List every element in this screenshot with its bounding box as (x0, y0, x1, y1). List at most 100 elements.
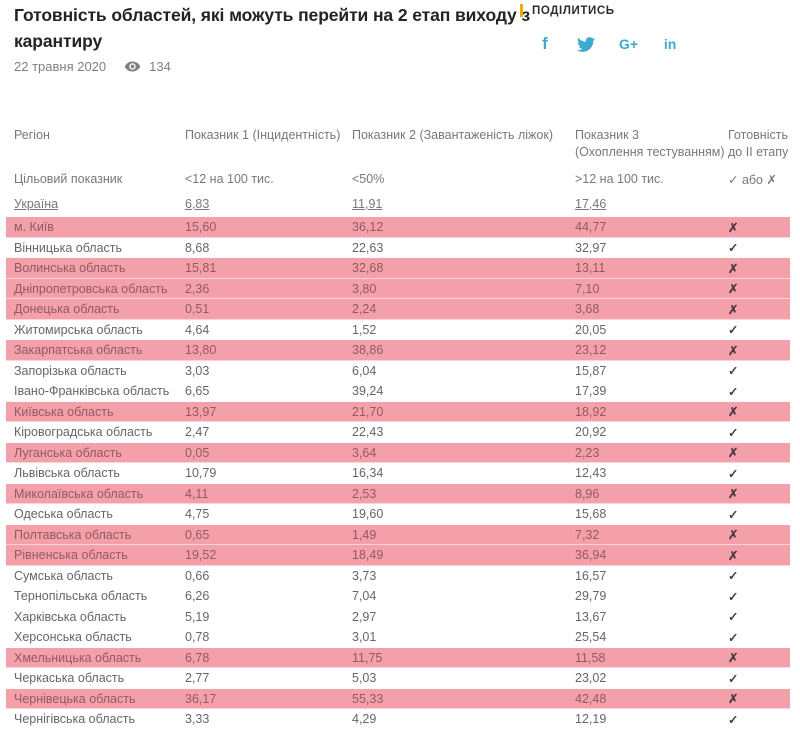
readiness-mark: ✓ (728, 630, 739, 645)
indicator2-value: 2,24 (352, 302, 377, 317)
indicator2-value: 1,52 (352, 322, 377, 337)
readiness-mark: ✓ (728, 241, 739, 256)
indicator1-value: 4,64 (185, 322, 210, 337)
col-header-indicator2: Показник 2 (Завантаженість ліжок) (352, 128, 554, 142)
indicator1-value: 6,78 (185, 650, 210, 665)
indicator2-value: 3,01 (352, 630, 377, 645)
indicator2-value: 6,04 (352, 363, 377, 378)
col-header-readiness: Готовність до II етапу (728, 128, 789, 159)
publish-date: 22 травня 2020 (14, 59, 107, 74)
ukraine-indicator3-link[interactable]: 17,46 (575, 197, 607, 211)
table-row: Житомирська область 4,64 1,52 20,05 ✓ (6, 320, 790, 341)
table-row: Донецька область 0,51 2,24 3,68 ✗ (6, 299, 790, 320)
facebook-icon[interactable]: f (542, 34, 548, 53)
col-header-region: Регіон (14, 128, 50, 142)
indicator3-value: 3,68 (575, 302, 600, 317)
google-plus-icon[interactable]: G+ (619, 36, 639, 52)
table-row: Хмельницька область 6,78 11,75 11,58 ✗ (6, 647, 790, 668)
readiness-mark: ✓ (728, 364, 739, 379)
indicator3-value: 25,54 (575, 630, 607, 645)
table-row: Львівська область 10,79 16,34 12,43 ✓ (6, 463, 790, 484)
share-accent-bar (520, 4, 523, 17)
indicator1-value: 5,19 (185, 609, 210, 624)
indicator1-value: 0,05 (185, 445, 210, 460)
region-name: Херсонська область (14, 630, 132, 645)
region-name: Вінницька область (14, 240, 123, 255)
table-row: Волинська область 15,81 32,68 13,11 ✗ (6, 258, 790, 279)
twitter-icon[interactable] (577, 34, 595, 54)
indicator3-value: 11,58 (575, 650, 606, 665)
readiness-mark: ✗ (728, 548, 739, 563)
table-row: Кіровоградська область 2,47 22,43 20,92 … (6, 422, 790, 443)
linkedin-icon[interactable]: in (663, 36, 677, 52)
ukraine-indicator1-link[interactable]: 6,83 (185, 197, 210, 211)
indicator2-value: 3,73 (352, 568, 377, 583)
table-row: Одеська область 4,75 19,60 15,68 ✓ (6, 504, 790, 525)
region-name: Черкаська область (14, 671, 125, 686)
share-label: ПОДІЛИТИСЬ (532, 4, 615, 17)
indicator1-value: 19,52 (185, 548, 217, 563)
indicator2-value: 1,49 (352, 527, 377, 542)
indicator1-value: 36,17 (185, 691, 217, 706)
indicator3-value: 2,23 (575, 445, 600, 460)
readiness-mark: ✓ (728, 610, 739, 625)
ukraine-indicator2-link[interactable]: 11,91 (352, 197, 383, 211)
readiness-mark: ✗ (728, 692, 739, 707)
indicator2-value: 21,70 (352, 404, 384, 419)
table-row: Закарпатська область 13,80 38,86 23,12 ✗ (6, 340, 790, 361)
indicator2-value: 39,24 (352, 384, 384, 399)
region-name: Чернівецька область (14, 691, 136, 706)
views-count: 134 (149, 59, 171, 74)
indicator2-value: 36,12 (352, 220, 384, 235)
region-name: Миколаївська область (14, 486, 144, 501)
table-row: Київська область 13,97 21,70 18,92 ✗ (6, 401, 790, 422)
indicator1-value: 3,33 (185, 712, 210, 727)
readiness-mark: ✓ (728, 569, 739, 584)
indicator2-value: 2,53 (352, 486, 377, 501)
indicator2-value: 7,04 (352, 589, 377, 604)
indicator3-value: 7,10 (575, 281, 600, 296)
region-name: Дніпропетровська область (14, 281, 168, 296)
indicator1-value: 15,60 (185, 220, 217, 235)
target-indicator3: >12 на 100 тис. (575, 172, 664, 186)
table-row: Івано-Франківська область 6,65 39,24 17,… (6, 381, 790, 402)
table-row: Полтавська область 0,65 1,49 7,32 ✗ (6, 524, 790, 545)
indicator3-value: 12,19 (575, 712, 607, 727)
indicator1-value: 15,81 (185, 261, 217, 276)
indicator3-value: 15,68 (575, 507, 607, 522)
indicator1-value: 13,97 (185, 404, 217, 419)
region-name: Полтавська область (14, 527, 132, 542)
region-name: Харківська область (14, 609, 127, 624)
readiness-mark: ✗ (728, 405, 739, 420)
ukraine-label-link[interactable]: Україна (14, 197, 59, 211)
indicator1-value: 4,11 (185, 486, 209, 501)
target-readiness-legend: ✓ або ✗ (728, 172, 777, 187)
readiness-table: Регіон Показник 1 (Інцидентність) Показн… (6, 121, 790, 730)
indicator1-value: 6,26 (185, 589, 210, 604)
region-name: Київська область (14, 404, 114, 419)
col-header-indicator1: Показник 1 (Інцидентність) (185, 128, 341, 142)
indicator1-value: 0,51 (185, 302, 210, 317)
indicator1-value: 8,68 (185, 240, 210, 255)
indicator3-value: 20,92 (575, 425, 607, 440)
indicator3-value: 23,02 (575, 671, 607, 686)
table-row: Херсонська область 0,78 3,01 25,54 ✓ (6, 627, 790, 648)
indicator1-value: 2,47 (185, 425, 210, 440)
indicator1-value: 10,79 (185, 466, 217, 481)
table-row: м. Київ 15,60 36,12 44,77 ✗ (6, 217, 790, 238)
readiness-mark: ✓ (728, 466, 739, 481)
table-row: Миколаївська область 4,11 2,53 8,96 ✗ (6, 483, 790, 504)
indicator1-value: 2,36 (185, 281, 210, 296)
readiness-mark: ✓ (728, 323, 739, 338)
region-name: Чернігівська область (14, 712, 135, 727)
target-indicator2: <50% (352, 172, 385, 186)
indicator1-value: 2,77 (185, 671, 210, 686)
region-name: Львівська область (14, 466, 120, 481)
table-row: Чернігівська область 3,33 4,29 12,19 ✓ (6, 709, 790, 730)
readiness-mark: ✓ (728, 671, 739, 686)
ukraine-summary-row: Україна 6,83 11,91 17,46 (6, 191, 790, 217)
indicator2-value: 32,68 (352, 261, 384, 276)
indicator2-value: 3,64 (352, 445, 377, 460)
region-name: Закарпатська область (14, 343, 143, 358)
